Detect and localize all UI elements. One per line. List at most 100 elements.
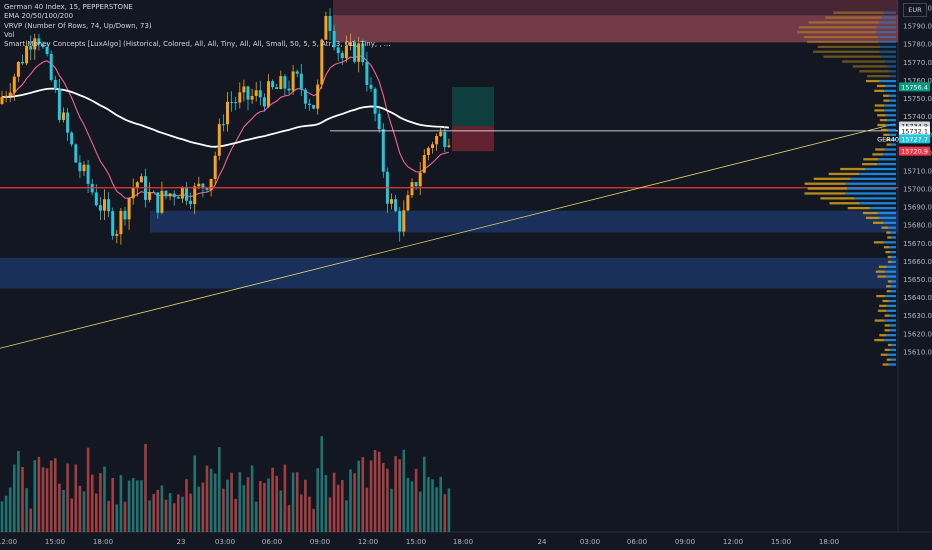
candle-body xyxy=(422,155,426,173)
volume-bar xyxy=(402,449,406,532)
volume-profile-row-down xyxy=(858,172,896,176)
volume-bar xyxy=(328,497,332,532)
volume-bar xyxy=(312,508,315,532)
volume-bar xyxy=(279,490,283,532)
volume-bar xyxy=(287,505,291,532)
price-label: 15756.4 xyxy=(901,83,928,91)
volume-profile-row-down xyxy=(869,206,896,210)
volume-profile-row-down xyxy=(886,334,896,337)
volume-profile-row-up xyxy=(817,45,881,49)
candle-body xyxy=(344,45,348,59)
volume-profile-row-down xyxy=(889,324,896,327)
volume-profile-row-down xyxy=(887,128,896,132)
volume-profile-row-down xyxy=(885,275,896,278)
volume-profile-row-up xyxy=(887,280,892,283)
volume-profile-row-up xyxy=(823,55,882,58)
volume-bar xyxy=(394,456,397,532)
volume-profile-row-down xyxy=(889,246,896,249)
volume-bar xyxy=(324,475,328,532)
volume-profile-row-down xyxy=(885,84,896,88)
candle-body xyxy=(275,87,279,90)
volume-bar xyxy=(209,468,213,532)
y-tick-label: 15740.0 xyxy=(903,113,932,121)
candle-body xyxy=(221,124,225,126)
volume-bar xyxy=(13,464,16,532)
volume-profile-row-down xyxy=(888,363,896,366)
volume-bar xyxy=(127,480,131,532)
volume-bar xyxy=(410,481,414,532)
volume-profile-row-down xyxy=(877,35,896,39)
volume-bar xyxy=(160,485,164,532)
volume-profile-row-down xyxy=(886,309,896,312)
volume-profile-row-up xyxy=(881,226,889,229)
volume-profile-row-up xyxy=(875,148,885,151)
candle-body xyxy=(414,182,418,187)
volume-bar xyxy=(4,495,8,532)
volume-profile-row-up xyxy=(874,89,885,92)
volume-profile-row-down xyxy=(890,285,896,288)
volume-profile-row-down xyxy=(883,221,896,224)
volume-bar xyxy=(119,475,123,532)
volume-profile-row-up xyxy=(804,192,846,195)
volume-bar xyxy=(295,472,299,532)
volume-profile-row-up xyxy=(885,138,891,141)
volume-profile-row-down xyxy=(877,163,896,166)
x-tick-label: 15:00 xyxy=(45,538,65,546)
candle-body xyxy=(45,47,49,54)
x-tick-label: 18:00 xyxy=(819,538,839,546)
volume-profile-row-up xyxy=(887,236,892,239)
volume-profile-row-up xyxy=(879,304,887,308)
take-profit-box xyxy=(452,86,494,127)
volume-bar xyxy=(213,473,217,532)
volume-profile-row-down xyxy=(889,348,896,352)
volume-bar xyxy=(271,467,274,532)
volume-profile-row-down xyxy=(887,119,896,122)
volume-bar xyxy=(406,477,410,532)
volume-bar xyxy=(41,467,45,532)
volume-bar xyxy=(423,456,426,532)
volume-profile-row-down xyxy=(881,55,896,58)
volume-profile-row-up xyxy=(887,255,892,259)
candle-body xyxy=(230,101,234,103)
volume-profile-row-up xyxy=(886,143,891,146)
candle-body xyxy=(279,76,283,90)
candle-body xyxy=(164,190,168,197)
legend-vol: Vol xyxy=(4,30,15,39)
volume-bar xyxy=(382,463,385,532)
volume-bar xyxy=(369,460,373,532)
ema-fast-line xyxy=(1,55,450,199)
volume-profile-row-up xyxy=(883,133,890,136)
volume-bar xyxy=(308,496,311,532)
volume-profile-row-down xyxy=(883,241,896,244)
candle-body xyxy=(193,186,197,205)
volume-bar xyxy=(226,479,229,532)
volume-profile-row-down xyxy=(878,21,896,24)
volume-profile-row-down xyxy=(889,329,896,332)
volume-profile-row-up xyxy=(865,216,880,220)
volume-profile-row-down xyxy=(879,50,896,53)
candle-body xyxy=(33,38,37,50)
volume-profile-row-down xyxy=(891,280,896,283)
candle-body xyxy=(377,113,381,130)
x-tick-label: 09:00 xyxy=(310,538,330,546)
candle-body xyxy=(324,16,328,40)
volume-profile-row-up xyxy=(807,187,848,190)
volume-profile-row-up xyxy=(883,99,890,102)
volume-bar xyxy=(54,458,57,532)
volume-bar xyxy=(345,500,348,532)
volume-profile-row-down xyxy=(890,143,896,146)
volume-profile-row-up xyxy=(847,206,870,210)
volume-bar xyxy=(291,472,295,532)
x-tick-label: 15:00 xyxy=(771,538,791,546)
candle-body xyxy=(271,81,275,88)
candle-body xyxy=(135,182,139,188)
volume-profile-row-up xyxy=(886,358,891,361)
volume-profile-row-down xyxy=(884,148,896,151)
y-tick-label: 15790.0 xyxy=(903,23,932,31)
volume-profile-row-down xyxy=(865,167,896,171)
volume-bar xyxy=(222,488,225,532)
volume-profile-row-up xyxy=(882,363,889,366)
currency-selector[interactable]: EUR xyxy=(903,3,927,17)
volume-bar xyxy=(0,501,4,532)
